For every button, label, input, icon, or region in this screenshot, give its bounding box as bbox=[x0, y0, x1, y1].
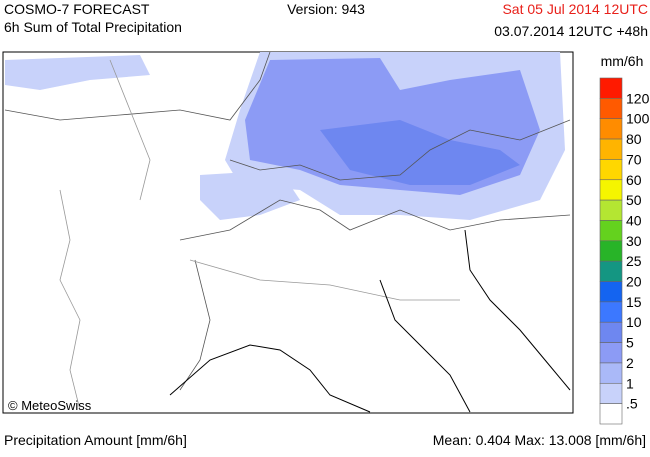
legend-label: 5 bbox=[626, 335, 634, 351]
river bbox=[189, 259, 460, 301]
legend-label: 30 bbox=[626, 233, 642, 249]
legend-label: .5 bbox=[626, 396, 638, 412]
legend-swatch bbox=[599, 159, 623, 181]
legend-swatch bbox=[599, 260, 623, 282]
legend-swatch bbox=[599, 118, 623, 140]
legend-label: 60 bbox=[626, 172, 642, 188]
copyright: © MeteoSwiss bbox=[8, 398, 92, 413]
legend-swatch bbox=[599, 199, 623, 221]
legend-label: 70 bbox=[626, 151, 642, 167]
legend-swatch bbox=[599, 98, 623, 120]
legend-unit: mm/6h bbox=[601, 53, 644, 69]
legend-swatch bbox=[599, 220, 623, 242]
map: © MeteoSwiss bbox=[2, 51, 574, 414]
coastline bbox=[379, 279, 471, 413]
legend-label: 80 bbox=[626, 131, 642, 147]
river bbox=[109, 59, 151, 201]
valid-time: Sat 05 Jul 2014 12UTC bbox=[502, 1, 648, 17]
legend-label: 40 bbox=[626, 212, 642, 228]
title: COSMO-7 FORECAST bbox=[4, 1, 150, 17]
legend-label: 25 bbox=[626, 253, 642, 269]
border bbox=[179, 199, 571, 241]
legend-label: 1 bbox=[626, 375, 634, 391]
legend-label: 10 bbox=[626, 314, 642, 330]
coastline bbox=[464, 229, 571, 391]
border bbox=[179, 259, 211, 391]
legend-swatch bbox=[599, 240, 623, 262]
legend-swatch bbox=[599, 362, 623, 384]
run-time: 03.07.2014 12UTC +48h bbox=[494, 23, 648, 39]
precip-area bbox=[5, 55, 150, 90]
footer-left: Precipitation Amount [mm/6h] bbox=[4, 432, 187, 448]
legend-swatch bbox=[599, 179, 623, 201]
coastline bbox=[169, 344, 371, 413]
precip-area bbox=[320, 120, 520, 185]
legend-label: 15 bbox=[626, 294, 642, 310]
legend: mm/6h 120 100 80 70 60 50 40 30 25 20 15 10 5 2 1 .5 bbox=[599, 53, 650, 425]
legend-swatch bbox=[599, 281, 623, 303]
legend-swatch bbox=[599, 77, 623, 99]
legend-swatch bbox=[599, 382, 623, 404]
legend-swatch bbox=[599, 301, 623, 323]
legend-label: 50 bbox=[626, 192, 642, 208]
legend-swatch bbox=[599, 321, 623, 343]
legend-label: 20 bbox=[626, 274, 642, 290]
legend-swatch bbox=[599, 138, 623, 160]
legend-swatch bbox=[599, 403, 623, 425]
legend-swatch bbox=[599, 342, 623, 364]
footer-right: Mean: 0.404 Max: 13.008 [mm/6h] bbox=[433, 432, 646, 448]
border bbox=[4, 51, 271, 121]
legend-label: 2 bbox=[626, 355, 634, 371]
legend-label: 100 bbox=[626, 111, 650, 127]
border bbox=[229, 119, 571, 181]
river bbox=[59, 189, 81, 411]
subtitle: 6h Sum of Total Precipitation bbox=[4, 19, 182, 35]
precip-area bbox=[200, 170, 300, 220]
legend-label: 120 bbox=[626, 90, 650, 106]
version: Version: 943 bbox=[287, 1, 365, 17]
